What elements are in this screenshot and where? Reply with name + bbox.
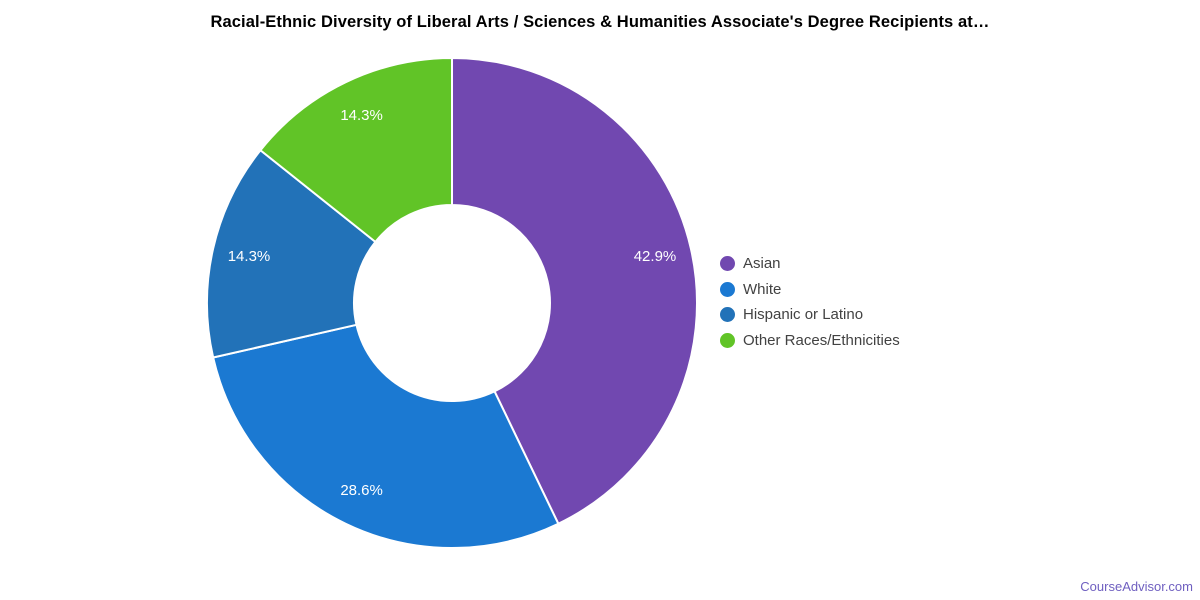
pie-slice-asian[interactable] (451, 57, 698, 525)
courseadvisor-brand-link[interactable]: CourseAdvisor.com (1080, 579, 1193, 594)
legend-label: Asian (743, 255, 781, 272)
slice-value-label: 14.3% (340, 107, 383, 124)
pie-slice-white[interactable] (212, 323, 560, 549)
legend-label: Hispanic or Latino (743, 306, 864, 323)
legend-swatch-circle-icon (720, 332, 735, 348)
pie-slice-other-races-ethnicities[interactable] (259, 57, 453, 243)
slice-value-label: 42.9% (634, 248, 677, 265)
legend-item: Hispanic or Latino (720, 306, 900, 323)
legend-swatch-circle-icon (720, 281, 735, 297)
legend-swatch-circle-icon (720, 256, 735, 271)
legend-swatch-circle-icon (720, 307, 735, 322)
legend-label: White (743, 280, 782, 298)
donut-chart: 42.9% 28.6% 14.3% 14.3% (206, 57, 698, 549)
legend-item: White (720, 281, 900, 298)
legend: Asian White Hispanic or Latino Other Rac… (720, 255, 900, 357)
pie-slice-hispanic-or-latino[interactable] (206, 149, 377, 359)
legend-label: Other Races/Ethnicities (743, 331, 900, 349)
slice-value-label: 14.3% (228, 248, 271, 265)
chart-title: Racial-Ethnic Diversity of Liberal Arts … (210, 13, 990, 31)
legend-item: Other Races/Ethnicities (720, 332, 900, 349)
slice-value-label: 28.6% (340, 482, 383, 499)
legend-item: Asian (720, 255, 900, 272)
